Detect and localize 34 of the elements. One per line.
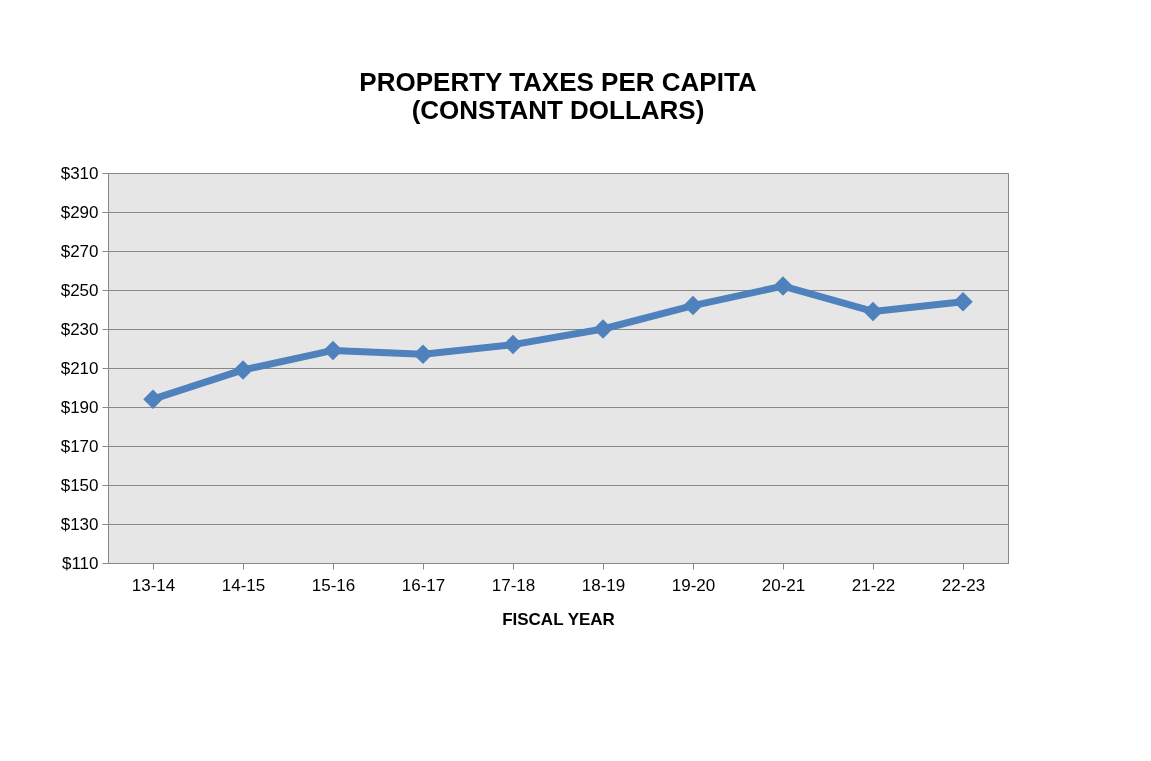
point <box>323 340 343 361</box>
y-tick-label: $230 <box>60 319 99 339</box>
text: (CONSTANT DOLLARS) <box>411 95 705 125</box>
x-tick-label: 13-14 <box>131 575 176 595</box>
y-tick-label: $190 <box>60 397 99 417</box>
x-tick-label: 15-16 <box>311 575 356 595</box>
y-tick-label: $270 <box>60 241 99 261</box>
y-tick-label: $210 <box>60 358 99 378</box>
text: PROPERTY TAXES PER CAPITA <box>359 67 757 97</box>
point <box>233 360 253 380</box>
y-tick-label: $130 <box>60 514 99 534</box>
point <box>503 334 523 355</box>
y-tick-label: $150 <box>60 475 99 495</box>
x-tick-label: 22-23 <box>941 575 986 595</box>
y-tick-label: $170 <box>60 436 99 456</box>
point <box>773 276 793 296</box>
x-tick-label: 16-17 <box>401 575 446 595</box>
y-tick-label: $290 <box>60 202 99 222</box>
x-tick-label: 19-20 <box>671 575 716 595</box>
x-axis-title: FISCAL YEAR <box>502 609 615 629</box>
x-tick-label: 17-18 <box>491 575 536 595</box>
x-tick-label: 18-19 <box>581 575 626 595</box>
y-tick-label: $250 <box>60 280 99 300</box>
point <box>863 301 883 322</box>
x-tick-label: 14-15 <box>221 575 266 595</box>
point <box>143 389 163 409</box>
y-tick-label: $110 <box>61 553 99 573</box>
point <box>953 291 973 312</box>
point <box>413 344 433 365</box>
point <box>593 319 613 339</box>
point <box>683 295 703 316</box>
y-tick-label: $310 <box>60 163 99 183</box>
x-tick-label: 21-22 <box>851 575 896 595</box>
x-tick-label: 20-21 <box>761 575 806 595</box>
